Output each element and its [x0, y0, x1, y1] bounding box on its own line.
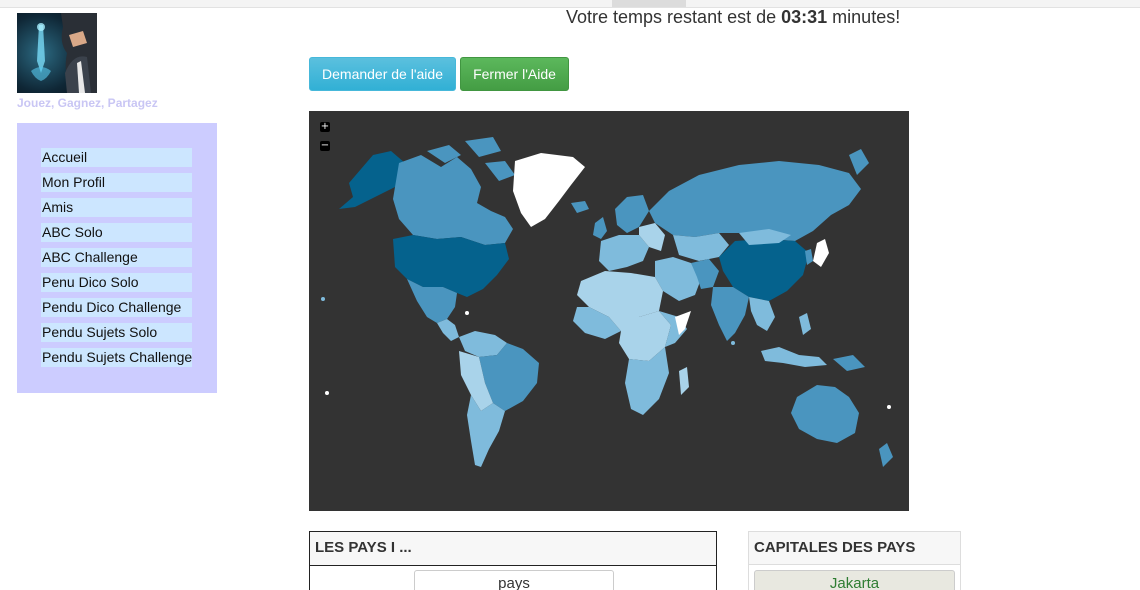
- map-region-colombia-venezuela[interactable]: [459, 331, 507, 357]
- map-region-greenland[interactable]: [513, 153, 585, 227]
- sidebar-item-amis[interactable]: Amis: [41, 198, 192, 217]
- sidebar-item-label: Pendu Sujets Challenge: [42, 349, 193, 365]
- map-region-uk[interactable]: [593, 217, 607, 239]
- map-region-peru-bolivia[interactable]: [459, 351, 493, 411]
- sidebar-item-label: Penu Dico Solo: [42, 274, 139, 290]
- map-region-pacific-island[interactable]: [887, 405, 891, 409]
- map-region-eastern-europe[interactable]: [639, 223, 665, 251]
- map-region-middle-east[interactable]: [655, 257, 701, 301]
- browser-top-strip: [0, 0, 1140, 8]
- map-region-caribbean-island[interactable]: [465, 311, 469, 315]
- map-region-southern-africa[interactable]: [625, 347, 669, 415]
- map-region-argentina-chile[interactable]: [467, 395, 505, 467]
- timer-suffix: minutes!: [827, 7, 901, 27]
- map-region-mexico[interactable]: [407, 279, 457, 323]
- sidebar-item-label: ABC Solo: [42, 224, 103, 240]
- map-region-central-america[interactable]: [437, 319, 459, 341]
- map-region-iceland[interactable]: [571, 201, 589, 213]
- capitals-panel: CAPITALES DES PAYS Jakarta: [748, 531, 961, 590]
- map-region-kamchatka[interactable]: [849, 149, 869, 175]
- map-region-central-africa[interactable]: [609, 311, 671, 361]
- map-region-north-africa[interactable]: [577, 271, 663, 317]
- map-zoom-in-button[interactable]: +: [320, 121, 330, 132]
- map-region-mongolia[interactable]: [739, 229, 791, 245]
- sidebar-item-label: ABC Challenge: [42, 249, 138, 265]
- map-region-kazakhstan[interactable]: [673, 233, 729, 261]
- countries-column-header: pays: [414, 570, 614, 590]
- sidebar-item-accueil[interactable]: Accueil: [41, 148, 192, 167]
- map-region-sri-lanka[interactable]: [731, 341, 735, 345]
- timer-prefix: Votre temps restant est de: [566, 7, 782, 27]
- countries-panel: LES PAYS I ... pays: [309, 531, 717, 590]
- capital-item[interactable]: Jakarta: [754, 570, 955, 590]
- sidebar-item-pendu-dico-challenge[interactable]: Pendu Dico Challenge: [41, 298, 192, 317]
- sidebar-item-abc-challenge[interactable]: ABC Challenge: [41, 248, 192, 267]
- map-region-indonesia[interactable]: [761, 347, 827, 367]
- map-region-pacific-island[interactable]: [325, 391, 329, 395]
- remaining-time: Votre temps restant est de 03:31 minutes…: [566, 7, 900, 28]
- map-region-alaska[interactable]: [339, 151, 405, 209]
- map-region-new-guinea[interactable]: [833, 355, 865, 371]
- map-region-brazil[interactable]: [479, 343, 539, 411]
- map-region-india[interactable]: [711, 287, 749, 341]
- sidebar-item-mon-profil[interactable]: Mon Profil: [41, 173, 192, 192]
- countries-panel-title: LES PAYS I ...: [310, 532, 716, 566]
- map-region-southeast-asia[interactable]: [749, 297, 775, 331]
- sidebar-item-label: Mon Profil: [42, 174, 106, 190]
- sidebar-item-label: Pendu Dico Challenge: [42, 299, 182, 315]
- map-region-madagascar[interactable]: [679, 367, 689, 395]
- world-map-canvas: [321, 137, 893, 467]
- map-region-iran[interactable]: [691, 259, 719, 289]
- map-region-korea[interactable]: [805, 249, 813, 265]
- map-region-philippines[interactable]: [799, 313, 811, 335]
- map-region-new-zealand[interactable]: [879, 443, 893, 467]
- map-region-japan[interactable]: [813, 239, 829, 267]
- sidebar-item-abc-solo[interactable]: ABC Solo: [41, 223, 192, 242]
- map-region-scandinavia[interactable]: [615, 195, 649, 233]
- sidebar-item-pendu-sujets-solo[interactable]: Pendu Sujets Solo: [41, 323, 192, 342]
- timer-value: 03:31: [781, 7, 828, 27]
- map-region-canada[interactable]: [393, 155, 513, 245]
- world-map[interactable]: + −: [309, 111, 909, 511]
- map-region-usa[interactable]: [393, 235, 509, 297]
- map-region-west-africa[interactable]: [573, 307, 621, 339]
- map-zoom-out-button[interactable]: −: [320, 140, 330, 151]
- sidebar-item-label: Accueil: [42, 149, 88, 165]
- sidebar-item-label: Pendu Sujets Solo: [42, 324, 158, 340]
- sidebar-item-pendu-sujets-challenge[interactable]: Pendu Sujets Challenge: [41, 348, 192, 367]
- businessman-touchscreen-logo[interactable]: [17, 13, 97, 93]
- capitals-panel-title: CAPITALES DES PAYS: [749, 532, 960, 565]
- map-region-russia[interactable]: [649, 161, 861, 241]
- map-region-hawaii[interactable]: [321, 297, 325, 301]
- sidebar-menu: Accueil Mon Profil Amis ABC Solo ABC Cha…: [17, 123, 217, 393]
- map-region-china[interactable]: [719, 239, 809, 301]
- map-region-australia[interactable]: [791, 385, 859, 443]
- map-region-canada-islands[interactable]: [427, 137, 515, 181]
- ask-help-button[interactable]: Demander de l'aide: [309, 57, 456, 91]
- site-tagline: Jouez, Gagnez, Partagez: [17, 96, 158, 110]
- sidebar-item-label: Amis: [42, 199, 74, 215]
- map-region-horn-of-africa[interactable]: [675, 311, 691, 335]
- sidebar-item-pendu-dico-solo[interactable]: Penu Dico Solo: [41, 273, 192, 292]
- map-region-western-europe[interactable]: [599, 235, 649, 271]
- scroll-tab-indicator: [612, 0, 686, 7]
- close-help-button[interactable]: Fermer l'Aide: [460, 57, 569, 91]
